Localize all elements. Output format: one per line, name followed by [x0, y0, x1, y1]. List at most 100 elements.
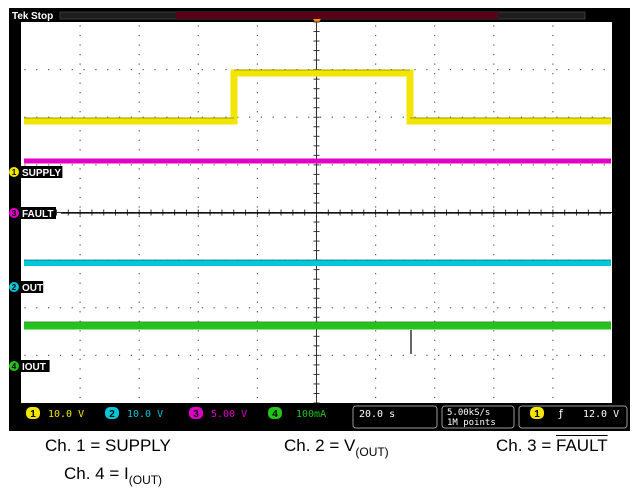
- channel-marker-4[interactable]: 4 IOUT: [9, 360, 50, 373]
- record-length: 1M points: [447, 418, 496, 428]
- trigger-readout[interactable]: 1 ƒ 12.0 V: [518, 405, 628, 429]
- grid-dot: [552, 101, 554, 103]
- grid-dot: [556, 164, 558, 166]
- grid-dot: [434, 92, 436, 94]
- grid-dot: [591, 307, 593, 309]
- grid-dot: [485, 69, 487, 71]
- grid-dot: [48, 354, 50, 356]
- ch1-supply-trace: [24, 69, 611, 125]
- caption-ch4-subscript: (OUT): [128, 473, 163, 487]
- grid-dot: [272, 307, 274, 309]
- grid-dot: [461, 354, 463, 356]
- grid-dot: [414, 354, 416, 356]
- channel-label-1: SUPPLY: [22, 168, 61, 179]
- grid-dot: [138, 320, 140, 322]
- grid-dot: [197, 73, 199, 75]
- grid-dot: [36, 116, 38, 118]
- grid-dot: [225, 69, 227, 71]
- grid-dot: [485, 354, 487, 356]
- grid-dot: [434, 53, 436, 56]
- grid-dot: [375, 34, 377, 37]
- grid-dot: [256, 339, 258, 341]
- grid-dot: [189, 164, 192, 166]
- timebase-readout[interactable]: 20.0 s: [352, 405, 438, 429]
- grid-dot: [552, 234, 554, 237]
- channel-marker-1[interactable]: 1 SUPPLY: [9, 166, 63, 179]
- grid-dot: [375, 92, 377, 94]
- grid-dot: [237, 354, 239, 356]
- channel-label-4: IOUT: [22, 362, 46, 373]
- grid-dot: [375, 225, 377, 227]
- ch1-readout[interactable]: 1 10.0 V: [26, 407, 84, 420]
- ch3-readout[interactable]: 3 5.00 V: [189, 407, 247, 420]
- trigger-level: 12.0 V: [583, 409, 619, 420]
- grid-dot: [118, 307, 121, 309]
- caption-ch4: Ch. 4 = I(OUT): [64, 464, 163, 487]
- grid-dot: [319, 116, 322, 118]
- grid-dot: [178, 69, 180, 71]
- grid-dot: [248, 164, 251, 166]
- grid-dot: [552, 339, 554, 341]
- channel-marker-3[interactable]: 3 FAULT: [9, 207, 56, 220]
- grid-dot: [272, 354, 274, 356]
- grid-dot: [434, 244, 436, 246]
- grid-dot: [552, 301, 554, 303]
- grid-dot: [36, 164, 38, 166]
- grid-dot: [493, 358, 495, 360]
- grid-dot: [138, 73, 140, 75]
- grid-dot: [71, 354, 73, 356]
- grid-dot: [95, 69, 97, 71]
- grid-dot: [493, 330, 495, 332]
- grid-dot: [138, 292, 140, 294]
- grid-dot: [493, 292, 495, 294]
- grid-dot: [375, 282, 377, 284]
- grid-dot: [568, 116, 570, 118]
- grid-dot: [213, 307, 215, 309]
- grid-dot: [256, 34, 258, 37]
- grid-dot: [71, 164, 73, 166]
- trigger-slope-icon: ƒ: [558, 407, 564, 420]
- grid-dot: [319, 307, 322, 309]
- grid-dot: [138, 168, 140, 170]
- grid-dot: [375, 101, 377, 103]
- grid-dot: [367, 116, 369, 118]
- channel-marker-2[interactable]: 2 OUT: [9, 281, 44, 294]
- grid-dot: [296, 164, 298, 166]
- ch2-readout[interactable]: 2 10.0 V: [105, 407, 163, 420]
- grid-dot: [166, 354, 168, 356]
- grid-dot: [493, 149, 495, 151]
- grid-dot: [308, 164, 310, 166]
- grid-dot: [414, 116, 416, 118]
- grid-dot: [197, 377, 199, 380]
- grid-dot: [319, 164, 322, 166]
- grid-dot: [142, 164, 144, 166]
- grid-dot: [485, 164, 487, 166]
- grid-dot: [138, 177, 140, 179]
- grid-dot: [256, 215, 258, 218]
- grid-dot: [497, 69, 499, 71]
- grid-dot: [379, 307, 381, 309]
- grid-dot: [79, 387, 81, 389]
- channel-marker-number: 4: [12, 362, 17, 371]
- grid-dot: [556, 69, 558, 71]
- grid-dot: [390, 116, 393, 118]
- grid-dot: [552, 215, 554, 218]
- grid-dot: [197, 292, 199, 294]
- grid-dot: [197, 177, 199, 179]
- grid-dot: [390, 164, 393, 166]
- grid-dot: [118, 354, 121, 356]
- grid-dot: [375, 168, 377, 170]
- grid-dot: [79, 63, 81, 65]
- grid-dot: [260, 164, 262, 166]
- channel-marker-badge: [9, 282, 19, 292]
- grid-dot: [197, 82, 199, 84]
- grid-dot: [434, 149, 436, 151]
- grid-dot: [138, 149, 140, 151]
- grid-dot: [142, 116, 144, 118]
- acquisition-readout[interactable]: 5.00kS/s 1M points: [441, 405, 515, 429]
- grid-dot: [256, 396, 258, 399]
- grid-dot: [493, 396, 495, 399]
- grid-dot: [520, 116, 523, 118]
- grid-dot: [532, 307, 534, 309]
- ch4-readout[interactable]: 4 100mA: [268, 407, 326, 420]
